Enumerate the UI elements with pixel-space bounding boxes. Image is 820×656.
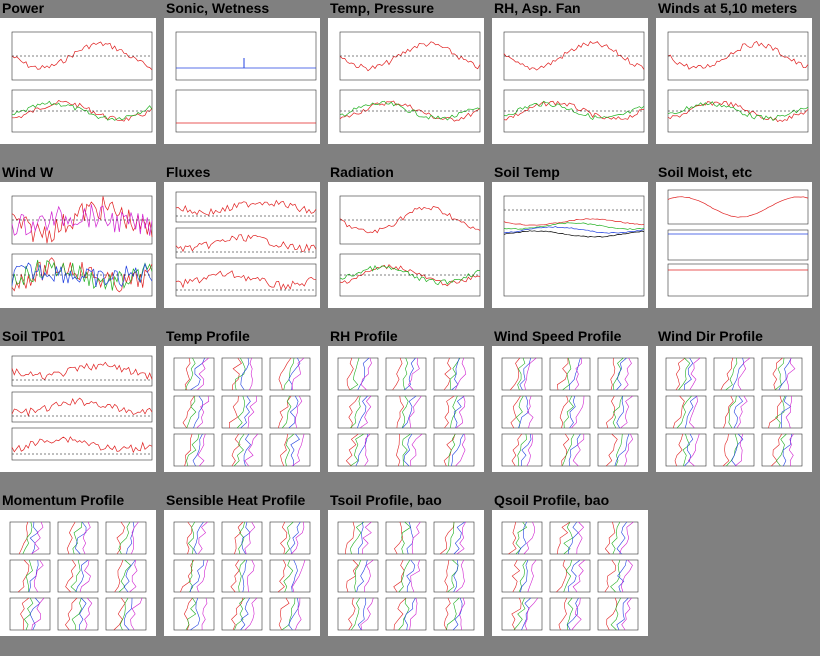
plot-tile: Temp, Pressure — [328, 0, 488, 164]
plot-tile-title: Wind W — [2, 164, 54, 180]
plot-tile: Soil TP01 — [0, 328, 160, 492]
plot-tile-title: RH, Asp. Fan — [494, 0, 581, 16]
plot-thumbnail-graphic — [175, 191, 317, 297]
plot-thumbnail[interactable] — [164, 346, 320, 472]
plot-thumbnail-graphic — [173, 357, 311, 467]
plot-thumbnail[interactable] — [328, 182, 484, 308]
plot-thumbnail[interactable] — [0, 346, 156, 472]
plot-thumbnail-graphic — [503, 195, 645, 297]
plot-thumbnail-graphic — [337, 357, 475, 467]
plot-tile: RH, Asp. Fan — [492, 0, 652, 164]
plot-thumbnail-graphic — [173, 521, 311, 631]
plot-thumbnail-graphic — [501, 357, 639, 467]
plot-tile-title: Fluxes — [166, 164, 211, 180]
plot-tile-title: Sensible Heat Profile — [166, 492, 306, 508]
plot-tile: Fluxes — [164, 164, 324, 328]
plot-tile: Momentum Profile — [0, 492, 160, 656]
plot-tile-title: Temp, Pressure — [330, 0, 435, 16]
plot-tile: Wind W — [0, 164, 160, 328]
plot-tile-title: Soil Temp — [494, 164, 560, 180]
plot-thumbnail[interactable] — [0, 510, 156, 636]
plot-thumbnail-graphic — [337, 521, 475, 631]
plot-thumbnail[interactable] — [492, 510, 648, 636]
plot-tile-title: Qsoil Profile, bao — [494, 492, 610, 508]
plot-tile: Soil Temp — [492, 164, 652, 328]
plot-tile-title: Wind Speed Profile — [494, 328, 622, 344]
plot-tile: Power — [0, 0, 160, 164]
plot-thumbnail[interactable] — [656, 18, 812, 144]
plot-thumbnail-graphic — [11, 195, 153, 297]
plot-tile-title: Radiation — [330, 164, 394, 180]
plot-thumbnail[interactable] — [492, 18, 648, 144]
plot-tile: Temp Profile — [164, 328, 324, 492]
plot-tile-title: Sonic, Wetness — [166, 0, 270, 16]
plot-tile: RH Profile — [328, 328, 488, 492]
plot-thumbnail-graphic — [339, 31, 481, 133]
plot-tile-title: RH Profile — [330, 328, 398, 344]
plot-tile: Wind Dir Profile — [656, 328, 816, 492]
plot-thumbnail-graphic — [175, 31, 317, 133]
plot-thumbnail[interactable] — [656, 182, 812, 308]
plot-tile-title: Temp Profile — [166, 328, 250, 344]
plot-thumbnail[interactable] — [328, 346, 484, 472]
plot-thumbnail[interactable] — [328, 18, 484, 144]
plot-thumbnail-graphic — [667, 189, 809, 297]
plot-thumbnail[interactable] — [492, 346, 648, 472]
plot-thumbnail[interactable] — [164, 510, 320, 636]
plot-tile: Winds at 5,10 meters — [656, 0, 816, 164]
plot-thumbnail-graphic — [665, 357, 803, 467]
plot-tile-title: Wind Dir Profile — [658, 328, 763, 344]
plot-thumbnail-graphic — [667, 31, 809, 133]
plot-thumbnail-graphic — [11, 31, 153, 133]
plot-thumbnail-graphic — [9, 521, 147, 631]
plot-thumbnail[interactable] — [492, 182, 648, 308]
plot-tile: Soil Moist, etc — [656, 164, 816, 328]
plot-tile: Radiation — [328, 164, 488, 328]
plot-tile: Qsoil Profile, bao — [492, 492, 652, 656]
plot-tile-title: Tsoil Profile, bao — [330, 492, 442, 508]
plot-tile: Sensible Heat Profile — [164, 492, 324, 656]
plot-tile-title: Soil Moist, etc — [658, 164, 753, 180]
plot-tile: Tsoil Profile, bao — [328, 492, 488, 656]
plot-tile-title: Soil TP01 — [2, 328, 66, 344]
plot-tile-title: Momentum Profile — [2, 492, 125, 508]
plot-thumbnail[interactable] — [164, 18, 320, 144]
plot-tile: Wind Speed Profile — [492, 328, 652, 492]
plot-tile-title: Power — [2, 0, 45, 16]
plot-thumbnail[interactable] — [328, 510, 484, 636]
plot-thumbnail-graphic — [503, 31, 645, 133]
plot-thumbnail[interactable] — [656, 346, 812, 472]
plot-tile: Sonic, Wetness — [164, 0, 324, 164]
plot-tile-title: Winds at 5,10 meters — [658, 0, 798, 16]
plot-thumbnail-graphic — [501, 521, 639, 631]
plot-thumbnail[interactable] — [0, 182, 156, 308]
plot-thumbnail-graphic — [11, 355, 153, 461]
plot-thumbnail[interactable] — [164, 182, 320, 308]
plot-thumbnail[interactable] — [0, 18, 156, 144]
plot-thumbnail-graphic — [339, 195, 481, 297]
